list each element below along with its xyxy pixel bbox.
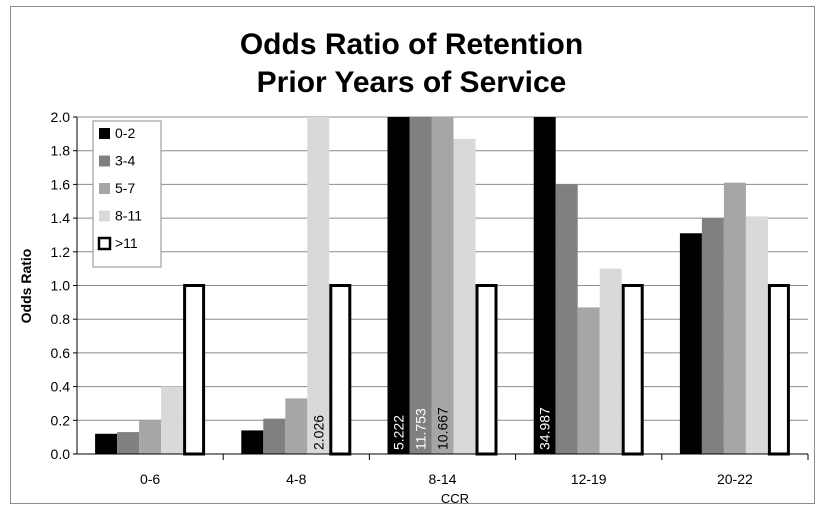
legend-label: 5-7 [115,180,135,196]
bar-57-8-14 [431,117,454,454]
y-tick-label: 1.4 [51,210,71,226]
bar-34-8-14 [409,117,432,454]
bar-811-20-22 [745,216,768,454]
bar-34-12-19 [555,184,578,454]
tick-labels: 0.0 0.2 0.4 0.6 0.8 1.0 1.2 1.4 1.6 1.8 2.0 0-6 4-8 8… [51,109,753,487]
legend-label: 3-4 [115,153,135,169]
y-tick-label: 2.0 [51,109,71,125]
bar-57-4-8 [285,398,308,454]
y-tick-label: 1.2 [51,244,71,260]
legend-label: >11 [115,235,138,251]
bar-57-12-19 [577,307,600,454]
bar-02-8-14 [387,117,410,454]
legend: 0-2 3-4 5-7 8-11 >11 [92,120,162,268]
data-label: 5.222 [391,415,407,450]
legend-label: 8-11 [115,208,142,224]
y-tick-label: 0.4 [51,379,71,395]
bar-11-12-19 [621,284,644,456]
legend-swatch [99,183,110,194]
bar-11-4-8 [329,284,352,456]
y-tick-label: 0.8 [51,311,71,327]
legend-label: 0-2 [115,125,135,141]
chart-title-line-1: Odds Ratio of Retention [239,28,584,61]
bar-811-0-6 [161,386,184,454]
y-tick-label: 1.8 [51,143,71,159]
data-label: 2.026 [310,415,326,450]
legend-swatch [99,128,110,139]
legend-swatch [99,155,110,167]
data-label: 10.667 [435,407,451,450]
bar-34-4-8 [263,418,286,454]
data-labels: 5.222 11.753 10.667 2.026 34.987 [310,407,552,450]
data-label: 34.987 [537,407,553,450]
bar-57-20-22 [723,182,746,454]
legend-swatch [99,210,110,222]
y-axis-label: Odds Ratio [18,249,34,324]
bar-11-0-6 [183,284,206,456]
data-label: 11.753 [413,408,429,450]
bar-57-0-6 [139,420,162,454]
x-tick-label: 0-6 [140,471,160,487]
x-axis-label: CCR [441,491,469,506]
y-tick-label: 0.2 [51,412,71,428]
bar-11-8-14 [475,284,498,456]
x-tick-label: 12-19 [571,471,607,487]
y-tick-label: 1.0 [51,278,71,294]
y-tick-label: 0.6 [51,345,71,361]
x-tick-label: 8-14 [428,471,456,487]
bar-34-0-6 [117,432,140,454]
bar-02-0-6 [95,433,118,454]
chart-title: Odds Ratio of Retention Prior Years of S… [0,26,823,102]
x-tick-label: 4-8 [286,471,306,487]
y-tick-label: 0.0 [51,446,71,462]
bar-811-8-14 [453,138,476,454]
bar-11-20-22 [767,284,790,456]
bar-02-4-8 [241,430,264,454]
x-tick-label: 20-22 [717,471,753,487]
chart-title-line-2: Prior Years of Service [256,66,567,99]
axes [73,116,809,460]
y-tick-label: 1.6 [51,176,71,192]
bar-34-20-22 [701,218,724,454]
bar-02-12-19 [533,117,556,454]
bar-811-4-8 [307,117,330,454]
bars [95,117,790,456]
legend-swatch [97,236,112,251]
bar-811-12-19 [599,268,622,454]
bar-02-20-22 [679,233,702,454]
